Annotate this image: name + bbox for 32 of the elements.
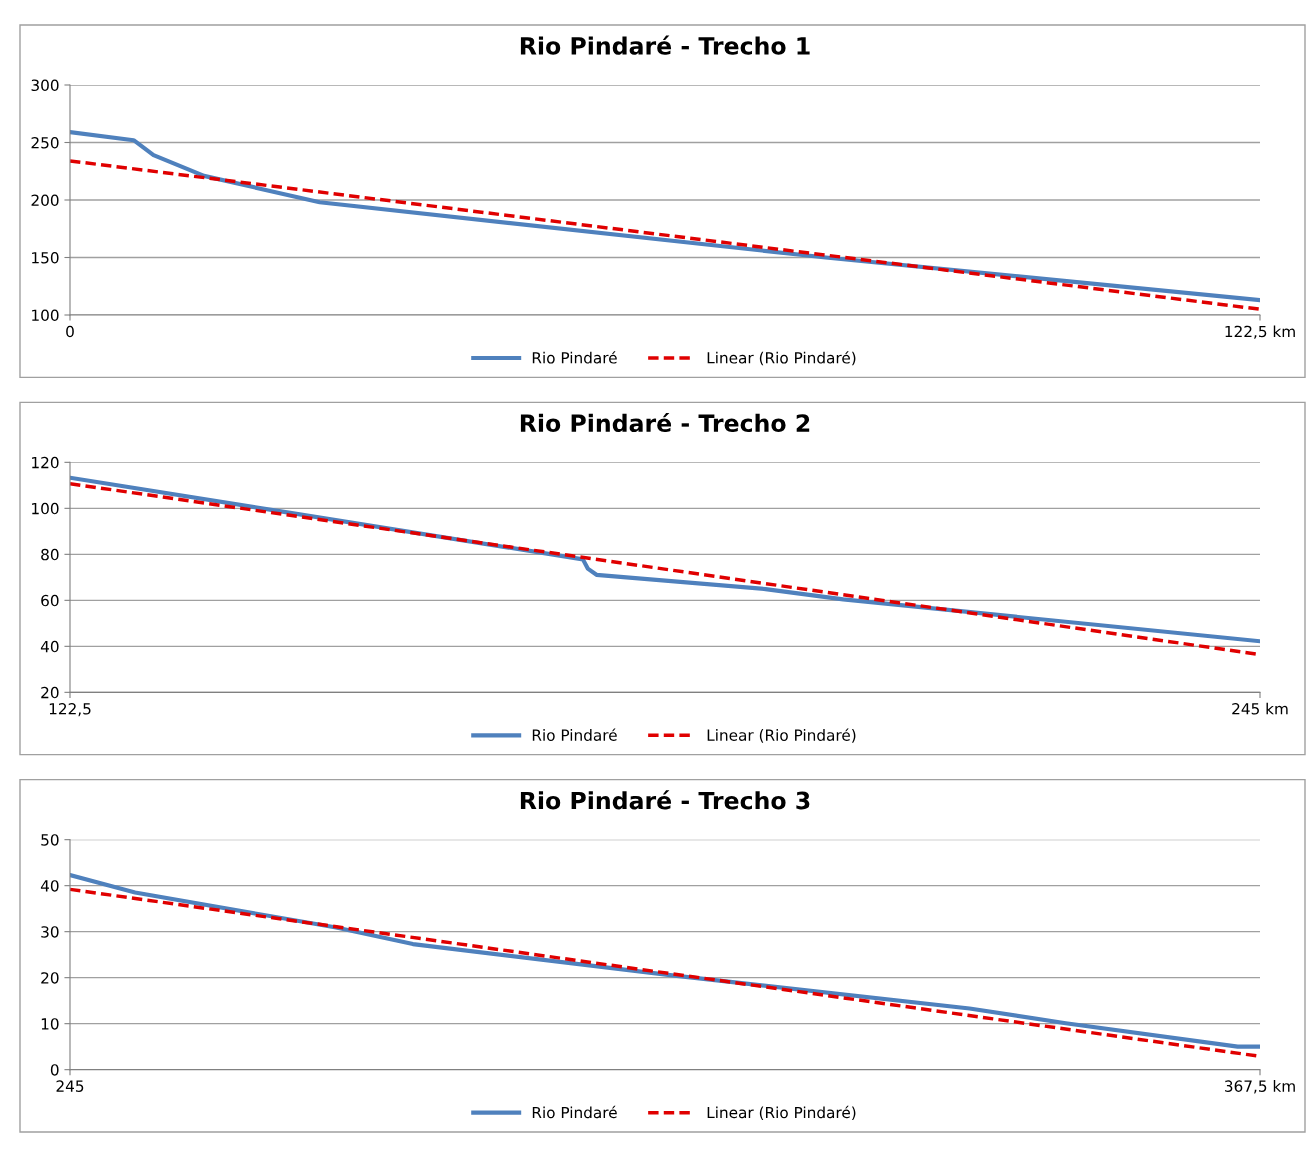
x-tick-label: 245: [56, 1080, 84, 1092]
legend-label: Linear (Rio Pindaré): [707, 728, 856, 743]
y-tick-label: 80: [41, 548, 59, 561]
y-tick-label: 150: [32, 251, 59, 264]
y-tick-label: 20: [41, 686, 59, 699]
y-tick-label: 0: [50, 1064, 59, 1076]
y-tick-label: 30: [41, 926, 59, 938]
legend-label: Linear (Rio Pindaré): [707, 351, 856, 366]
y-tick-label: 10: [41, 1018, 59, 1030]
x-tick-label: 367,5 km: [1225, 1080, 1295, 1094]
y-tick-label: 250: [31, 136, 59, 149]
y-tick-label: 120: [32, 456, 59, 469]
chart-title: Rio Pindaré - Trecho 3: [520, 790, 810, 810]
chart-title: Rio Pindaré - Trecho 1: [520, 35, 810, 55]
legend-label: Linear (Rio Pindaré): [707, 1105, 856, 1121]
y-tick-label: 100: [32, 309, 59, 322]
y-tick-label: 200: [31, 194, 59, 207]
y-tick-label: 20: [41, 972, 59, 984]
y-tick-label: 40: [40, 880, 59, 892]
y-tick-label: 40: [40, 640, 59, 653]
x-tick-label: 245 km: [1232, 702, 1288, 715]
legend-label: Rio Pindaré: [532, 1105, 617, 1119]
y-tick-label: 100: [32, 502, 59, 515]
x-tick-label: 122,5: [49, 703, 91, 717]
y-tick-label: 50: [41, 834, 59, 846]
legend-label: Rio Pindaré: [532, 351, 617, 364]
line-series: [70, 130, 1260, 303]
chart-title: Rio Pindaré - Trecho 2: [520, 412, 810, 433]
y-tick-label: 60: [41, 594, 59, 607]
y-tick-label: 300: [31, 79, 59, 92]
x-tick-label: 122,5 km: [1225, 325, 1295, 339]
legend-label: Rio Pindaré: [532, 728, 617, 741]
